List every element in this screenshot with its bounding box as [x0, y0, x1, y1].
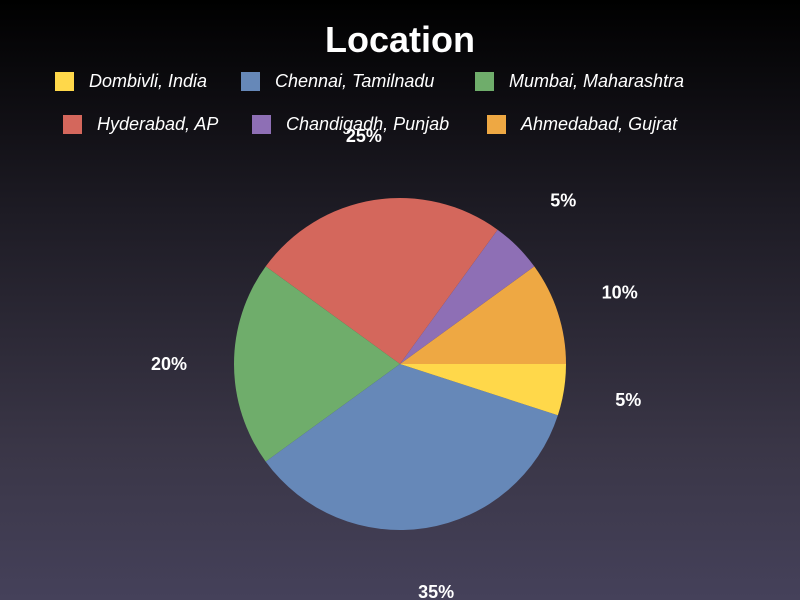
- legend-label-dombivli: Dombivli, India: [89, 70, 208, 91]
- pie-slice-mumbai: [233, 266, 400, 462]
- legend-swatch-chandigadh: [252, 114, 271, 134]
- legend-label-ahmedabad: Ahmedabad, Gujrat: [521, 113, 678, 134]
- legend-item-chennai: Chennai, Tamilnadu: [241, 70, 434, 92]
- chart-legend: Dombivli, India Chennai, Tamilnadu Mumba…: [0, 0, 800, 150]
- pie-slice-chennai: [265, 364, 558, 531]
- legend-item-dombivli: Dombivli, India: [55, 70, 207, 92]
- legend-label-hyderabad: Hyderabad, AP: [97, 113, 219, 134]
- pie-label-mumbai: 20%: [151, 354, 187, 374]
- pie-label-dombivli: 5%: [615, 390, 641, 410]
- legend-item-mumbai: Mumbai, Maharashtra: [475, 70, 684, 92]
- pie-slice-ahmedabad: [400, 266, 566, 364]
- pie-label-ahmedabad: 10%: [602, 283, 638, 303]
- legend-label-mumbai: Mumbai, Maharashtra: [509, 70, 685, 91]
- chart-title: Location: [325, 19, 475, 60]
- legend-label-chandigadh: Chandigadh, Punjab: [286, 113, 450, 134]
- pie-label-chandigadh: 5%: [550, 191, 576, 211]
- legend-swatch-ahmedabad: [487, 114, 506, 134]
- legend-swatch-dombivli: [55, 71, 74, 91]
- legend-label-chennai: Chennai, Tamilnadu: [275, 70, 435, 91]
- legend-item-chandigadh: Chandigadh, Punjab: [252, 113, 449, 135]
- pie-label-chennai: 35%: [418, 582, 454, 600]
- legend-swatch-chennai: [241, 71, 260, 91]
- legend-swatch-hyderabad: [63, 114, 82, 134]
- pie-slice-dombivli: [400, 364, 566, 416]
- pie-label-hyderabad: 25%: [346, 126, 382, 146]
- legend-item-hyderabad: Hyderabad, AP: [63, 113, 218, 135]
- pie-slice-chandigadh: [400, 229, 535, 364]
- legend-swatch-mumbai: [475, 71, 494, 91]
- legend-item-ahmedabad: Ahmedabad, Gujrat: [487, 113, 677, 135]
- pie-slice-hyderabad: [265, 197, 498, 364]
